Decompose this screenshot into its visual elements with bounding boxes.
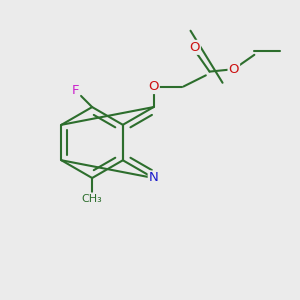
Text: N: N xyxy=(149,172,158,184)
Text: O: O xyxy=(189,41,200,54)
Text: F: F xyxy=(72,84,79,97)
Text: O: O xyxy=(229,63,239,76)
Text: CH₃: CH₃ xyxy=(82,194,103,203)
Text: O: O xyxy=(148,80,159,93)
